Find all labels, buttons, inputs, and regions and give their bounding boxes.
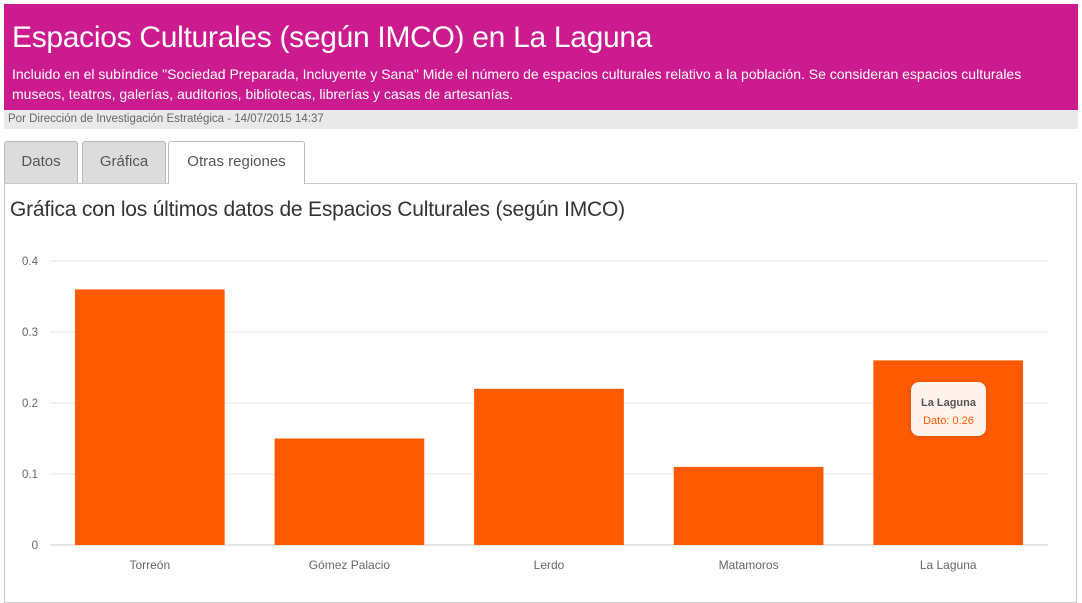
tab-grafica[interactable]: Gráfica [82, 141, 166, 183]
x-tick-label: Lerdo [534, 558, 565, 572]
tooltip-region-name: La Laguna [920, 397, 976, 409]
x-tick-label: La Laguna [920, 558, 977, 572]
bar [74, 289, 225, 545]
byline: Por Dirección de Investigación Estratégi… [4, 110, 1078, 129]
page-title: Espacios Culturales (según IMCO) en La L… [12, 21, 653, 54]
x-tick-label: Gómez Palacio [309, 558, 391, 572]
y-tick-label: 0 [32, 540, 38, 552]
header-banner: Espacios Culturales (según IMCO) en La L… [4, 4, 1078, 110]
y-tick-label: 0.2 [22, 398, 38, 410]
page-description: Incluido en el subíndice "Sociedad Prepa… [12, 66, 1022, 102]
y-tick-label: 0.1 [22, 469, 38, 481]
panel-title: Gráfica con los últimos datos de Espacio… [10, 198, 625, 221]
x-tick-label: Matamoros [719, 558, 779, 572]
bar [673, 466, 824, 545]
tab-otras-regiones[interactable]: Otras regiones [168, 141, 305, 184]
bar [274, 438, 425, 545]
chart-tooltip: La Laguna Dato: 0.26 [911, 382, 986, 436]
y-tick-label: 0.3 [22, 327, 38, 339]
bar [474, 388, 624, 545]
y-tick-label: 0.4 [22, 256, 39, 268]
x-tick-label: Torreón [129, 558, 170, 572]
tooltip-value: Dato: 0.26 [923, 415, 974, 427]
bar-chart: 0 0.1 0.2 0.3 0.4 Torreón Gómez Palacio Lerdo Ma… [22, 256, 1048, 572]
tab-datos[interactable]: Datos [4, 141, 78, 183]
